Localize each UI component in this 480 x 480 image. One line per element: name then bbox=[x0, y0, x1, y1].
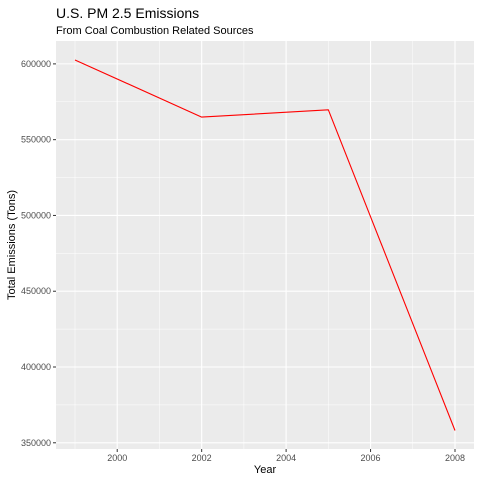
x-tick-label: 2008 bbox=[445, 453, 465, 463]
plot-panel bbox=[56, 41, 474, 449]
y-tick-label: 500000 bbox=[21, 210, 51, 220]
x-tick-label: 2004 bbox=[276, 453, 296, 463]
y-axis-title: Total Emissions (Tons) bbox=[6, 190, 18, 300]
chart-title: U.S. PM 2.5 Emissions bbox=[56, 5, 199, 21]
x-tick-label: 2006 bbox=[361, 453, 381, 463]
chart-subtitle: From Coal Combustion Related Sources bbox=[56, 25, 254, 37]
y-tick-label: 450000 bbox=[21, 286, 51, 296]
y-tick-label: 400000 bbox=[21, 362, 51, 372]
x-axis-title: Year bbox=[254, 464, 277, 476]
x-axis: 2000 2002 2004 2006 2008 bbox=[107, 449, 465, 463]
x-tick-label: 2000 bbox=[107, 453, 127, 463]
y-tick-label: 350000 bbox=[21, 438, 51, 448]
y-tick-label: 550000 bbox=[21, 135, 51, 145]
x-tick-label: 2002 bbox=[192, 453, 212, 463]
y-axis: 350000 400000 450000 500000 550000 600000 bbox=[21, 59, 56, 448]
y-tick-label: 600000 bbox=[21, 59, 51, 69]
